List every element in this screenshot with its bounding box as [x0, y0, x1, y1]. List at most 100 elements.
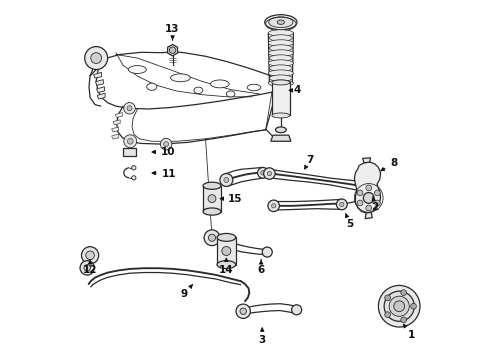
Ellipse shape [269, 17, 293, 28]
Ellipse shape [208, 195, 216, 203]
Circle shape [389, 296, 409, 316]
Ellipse shape [203, 182, 221, 189]
Circle shape [258, 167, 269, 178]
Circle shape [374, 200, 380, 206]
Ellipse shape [270, 75, 293, 81]
Ellipse shape [265, 15, 297, 30]
Circle shape [394, 301, 405, 312]
Polygon shape [168, 44, 177, 56]
Circle shape [127, 138, 133, 144]
Circle shape [236, 304, 250, 319]
Circle shape [411, 303, 416, 309]
Text: 12: 12 [83, 260, 98, 275]
Ellipse shape [270, 65, 293, 71]
Text: 10: 10 [152, 147, 175, 157]
Circle shape [85, 46, 108, 69]
Polygon shape [97, 93, 105, 99]
Circle shape [340, 202, 344, 207]
Circle shape [224, 177, 229, 183]
Ellipse shape [203, 208, 221, 215]
Polygon shape [271, 135, 291, 141]
Circle shape [374, 190, 380, 196]
Circle shape [80, 261, 95, 275]
Ellipse shape [269, 50, 294, 56]
Ellipse shape [222, 247, 231, 256]
Circle shape [268, 200, 279, 212]
Ellipse shape [269, 40, 294, 46]
Circle shape [204, 230, 220, 246]
Text: 14: 14 [219, 258, 234, 275]
Polygon shape [363, 158, 370, 163]
Circle shape [365, 184, 370, 190]
Polygon shape [97, 87, 104, 93]
Polygon shape [115, 113, 122, 118]
Ellipse shape [275, 127, 286, 133]
Circle shape [261, 171, 265, 175]
Ellipse shape [270, 35, 293, 41]
Text: 5: 5 [345, 213, 353, 229]
Circle shape [401, 290, 407, 296]
Circle shape [361, 181, 374, 194]
Text: 1: 1 [403, 324, 416, 340]
Text: 7: 7 [305, 155, 313, 169]
Ellipse shape [226, 91, 235, 97]
Ellipse shape [270, 45, 293, 51]
Ellipse shape [247, 84, 261, 91]
Circle shape [240, 308, 246, 315]
Polygon shape [112, 127, 119, 132]
Circle shape [357, 190, 363, 196]
Text: 3: 3 [259, 328, 266, 345]
Ellipse shape [277, 20, 285, 24]
Circle shape [220, 174, 233, 186]
Ellipse shape [128, 66, 147, 73]
Ellipse shape [272, 80, 290, 85]
Polygon shape [96, 80, 103, 85]
Circle shape [132, 166, 136, 170]
Text: 9: 9 [180, 285, 193, 299]
Text: 15: 15 [220, 194, 242, 204]
Circle shape [267, 171, 271, 176]
Text: 8: 8 [381, 158, 397, 171]
Circle shape [264, 168, 275, 179]
Ellipse shape [269, 60, 294, 66]
Circle shape [160, 138, 172, 150]
Ellipse shape [171, 74, 190, 82]
Circle shape [384, 291, 414, 321]
Circle shape [164, 141, 169, 147]
Circle shape [170, 47, 176, 53]
Polygon shape [354, 162, 381, 213]
Polygon shape [112, 134, 119, 139]
Ellipse shape [272, 113, 290, 118]
Text: 11: 11 [152, 168, 176, 179]
Polygon shape [113, 120, 120, 125]
Text: 4: 4 [289, 85, 300, 95]
Bar [203, 186, 221, 212]
Ellipse shape [269, 80, 294, 86]
Bar [123, 148, 136, 156]
Circle shape [292, 305, 302, 315]
Circle shape [86, 251, 95, 260]
Circle shape [357, 200, 363, 206]
Ellipse shape [269, 30, 294, 36]
Circle shape [127, 106, 132, 111]
Circle shape [378, 285, 420, 327]
Circle shape [262, 247, 272, 257]
Ellipse shape [217, 233, 236, 241]
Circle shape [366, 185, 371, 191]
Circle shape [366, 205, 371, 211]
Ellipse shape [217, 261, 236, 269]
Ellipse shape [270, 55, 293, 61]
Circle shape [385, 295, 391, 301]
Ellipse shape [269, 70, 294, 76]
Text: 2: 2 [371, 197, 378, 212]
Polygon shape [365, 212, 372, 219]
Circle shape [337, 199, 347, 210]
Text: 13: 13 [165, 24, 180, 40]
Circle shape [124, 103, 135, 114]
Bar [217, 237, 236, 265]
Polygon shape [94, 72, 101, 78]
Ellipse shape [211, 80, 229, 88]
Circle shape [132, 176, 136, 180]
Circle shape [124, 135, 137, 148]
Circle shape [84, 265, 91, 271]
